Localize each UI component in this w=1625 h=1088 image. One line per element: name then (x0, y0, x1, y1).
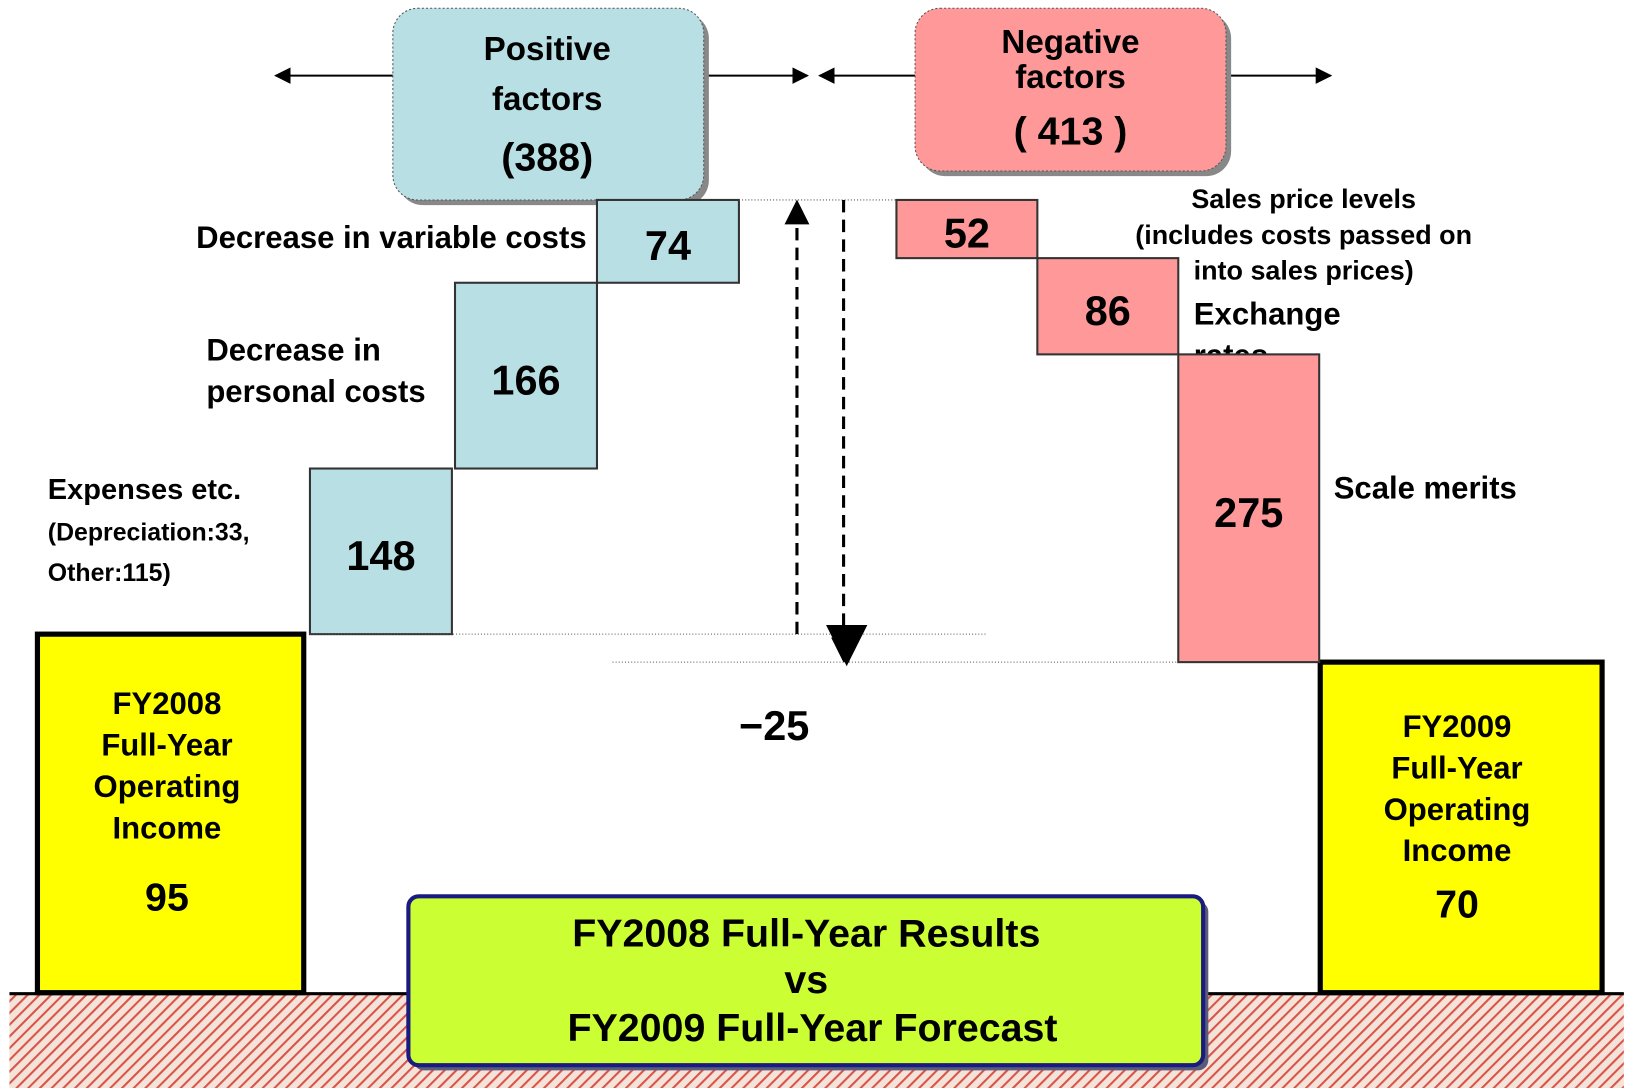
category-label: (Depreciation:33, (48, 519, 250, 547)
category-label: personal costs (206, 374, 425, 409)
bar-value: 86 (1085, 287, 1131, 334)
category-label: Decrease in variable costs (196, 220, 586, 255)
change-label: −25 (739, 702, 809, 749)
header-title: Negative (1001, 24, 1139, 61)
positive-bar (595, 198, 740, 284)
category-label: Decrease in (206, 333, 381, 368)
category-label: Other:115) (48, 559, 171, 587)
chart-title: vs (784, 958, 828, 1002)
start-label: Operating (94, 769, 241, 804)
bar-value: 148 (346, 532, 415, 579)
start-label: Income (113, 810, 222, 845)
category-label: Exchange (1194, 296, 1341, 331)
bar-value: 52 (944, 210, 990, 257)
end-label: Full-Year (1391, 750, 1522, 785)
category-label: Scale merits (1334, 471, 1517, 506)
header-title: factors (492, 81, 603, 118)
category-label: into sales prices) (1194, 255, 1414, 285)
category-label: Sales price levels (1191, 184, 1416, 214)
chart-title: FY2008 Full-Year Results (572, 912, 1040, 956)
header-total: (388) (501, 136, 593, 180)
bar-value: 74 (645, 222, 691, 269)
start-bar (34, 631, 307, 996)
positive-bar (453, 281, 599, 470)
end-bar (1317, 659, 1605, 996)
chart-title: FY2009 Full-Year Forecast (567, 1006, 1057, 1050)
end-label: Income (1403, 833, 1512, 868)
category-label: (includes costs passed on (1135, 220, 1472, 250)
end-label: FY2009 (1403, 709, 1512, 744)
bar-value: 275 (1214, 489, 1283, 536)
bar-value: 166 (491, 356, 560, 403)
header-total: ( 413 ) (1014, 110, 1128, 154)
negative-header (914, 7, 1227, 172)
title-box (406, 894, 1206, 1068)
start-label: Full-Year (101, 728, 232, 763)
start-label: FY2008 (113, 686, 222, 721)
header-title: Positive (484, 31, 611, 68)
end-label: Operating (1384, 792, 1531, 827)
end-value: 70 (1435, 883, 1479, 927)
header-title: factors (1015, 59, 1126, 96)
positive-header (392, 7, 705, 201)
category-label: Expenses etc. (48, 474, 241, 506)
start-value: 95 (145, 875, 189, 919)
negative-bar (895, 198, 1039, 260)
positive-bar (308, 467, 453, 636)
negative-bar (1036, 257, 1180, 356)
negative-bar (1177, 353, 1321, 664)
